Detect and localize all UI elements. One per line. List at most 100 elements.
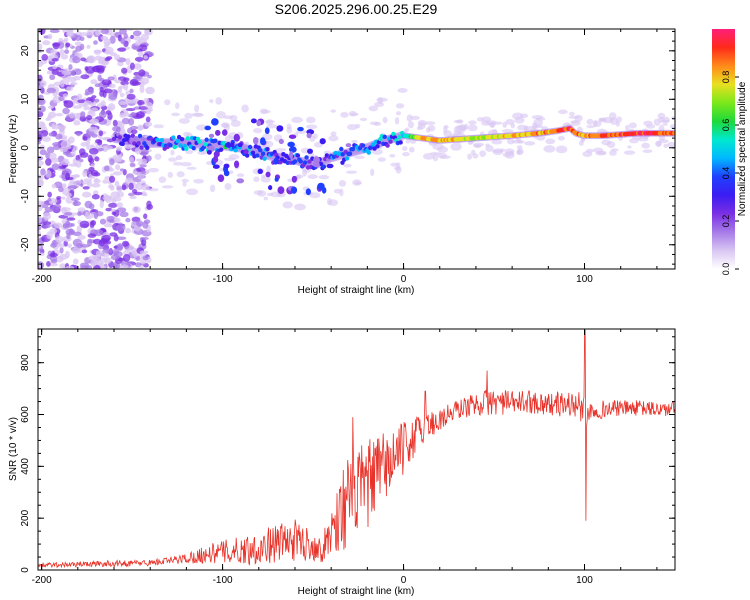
heatmap-cell	[354, 155, 365, 159]
heatmap-cell	[359, 117, 368, 122]
heatmap-cell	[89, 118, 99, 125]
heatmap-cell	[122, 240, 130, 247]
heatmap-cell	[244, 141, 250, 148]
heatmap-cell	[555, 145, 568, 154]
heatmap-cell	[67, 136, 75, 144]
heatmap-cell	[623, 150, 636, 155]
heatmap-cell	[307, 148, 313, 154]
heatmap-cell	[256, 120, 262, 127]
heatmap-cell	[360, 143, 366, 148]
heatmap-cell	[86, 55, 96, 64]
heatmap-cell	[132, 45, 142, 50]
spectrogram-y-tick-label: 20	[20, 45, 31, 57]
heatmap-cell	[398, 140, 403, 145]
heatmap-cell	[51, 58, 59, 62]
heatmap-cell	[318, 175, 330, 180]
heatmap-cell	[46, 261, 51, 267]
heatmap-cell	[328, 135, 339, 142]
heatmap-cell	[39, 80, 47, 87]
heatmap-cell	[58, 96, 65, 102]
heatmap-cell	[50, 49, 58, 54]
heatmap-cell	[145, 145, 150, 151]
heatmap-cell	[197, 139, 202, 144]
heatmap-cell	[339, 146, 344, 152]
heatmap-cell	[491, 139, 503, 145]
heatmap-cell	[278, 138, 284, 145]
heatmap-cell	[39, 29, 46, 35]
heatmap-cell	[51, 163, 60, 171]
heatmap-cell	[247, 144, 253, 150]
heatmap-cell	[660, 119, 670, 124]
heatmap-cell	[615, 121, 620, 127]
heatmap-cell	[137, 126, 144, 130]
heatmap-cell	[145, 102, 153, 109]
heatmap-cell	[38, 200, 45, 206]
heatmap-cell	[102, 179, 109, 184]
heatmap-cell	[117, 243, 124, 251]
heatmap-cell	[218, 147, 224, 152]
heatmap-cell	[143, 213, 148, 220]
heatmap-cell	[58, 253, 69, 260]
heatmap-cell	[139, 85, 145, 94]
heatmap-cell	[129, 156, 135, 164]
heatmap-cell	[128, 117, 135, 126]
heatmap-cell	[77, 211, 82, 217]
heatmap-cell	[102, 253, 110, 258]
heatmap-cell	[117, 207, 127, 213]
heatmap-cell	[45, 152, 51, 159]
heatmap-cell	[671, 116, 675, 120]
heatmap-cell	[73, 199, 78, 206]
heatmap-cell	[213, 151, 220, 158]
heatmap-cell	[385, 143, 390, 148]
heatmap-cell	[104, 50, 111, 55]
heatmap-cell	[407, 121, 415, 129]
heatmap-cell	[101, 234, 112, 242]
heatmap-cell	[90, 258, 98, 267]
heatmap-cell	[223, 170, 230, 177]
heatmap-cell	[131, 81, 141, 86]
heatmap-cell	[306, 116, 316, 124]
heatmap-cell	[368, 105, 379, 112]
heatmap-cell	[394, 117, 400, 125]
heatmap-cell	[101, 79, 112, 86]
heatmap-cell	[330, 131, 337, 137]
heatmap-cell	[102, 248, 112, 254]
heatmap-cell	[402, 146, 408, 152]
heatmap-cell	[408, 146, 415, 153]
heatmap-cell	[172, 144, 178, 150]
heatmap-cell	[309, 192, 321, 199]
heatmap-cell	[319, 138, 326, 145]
heatmap-cell	[75, 154, 80, 161]
heatmap-cell	[63, 100, 74, 109]
heatmap-cell	[123, 32, 128, 40]
heatmap-cell	[38, 180, 43, 187]
heatmap-cell	[170, 149, 175, 156]
heatmap-cell	[437, 152, 448, 159]
heatmap-cell	[91, 194, 100, 200]
heatmap-cell	[212, 164, 220, 169]
snr-x-tick-label: -200	[32, 575, 52, 586]
heatmap-cell	[121, 264, 129, 269]
heatmap-cell	[376, 97, 388, 102]
heatmap-cell	[233, 133, 240, 142]
heatmap-cell	[276, 125, 284, 132]
heatmap-cell	[39, 149, 47, 156]
heatmap-cell	[111, 198, 117, 204]
heatmap-cell	[417, 119, 427, 127]
heatmap-cell	[175, 155, 183, 161]
snr-y-ticks: 0 200 400 600 800	[20, 336, 675, 573]
heatmap-cell	[203, 142, 208, 147]
heatmap-cell	[167, 171, 174, 179]
heatmap-cell	[44, 206, 54, 213]
heatmap-cell	[93, 178, 101, 184]
heatmap-cell	[143, 55, 148, 60]
heatmap-cell	[326, 163, 334, 169]
heatmap-cell	[141, 238, 147, 247]
heatmap-cell	[377, 157, 386, 162]
heatmap-cell	[88, 167, 95, 172]
heatmap-cell	[592, 147, 604, 153]
heatmap-cell	[142, 192, 148, 197]
snr-y-tick-label: 600	[20, 406, 31, 423]
heatmap-cell	[265, 119, 274, 126]
